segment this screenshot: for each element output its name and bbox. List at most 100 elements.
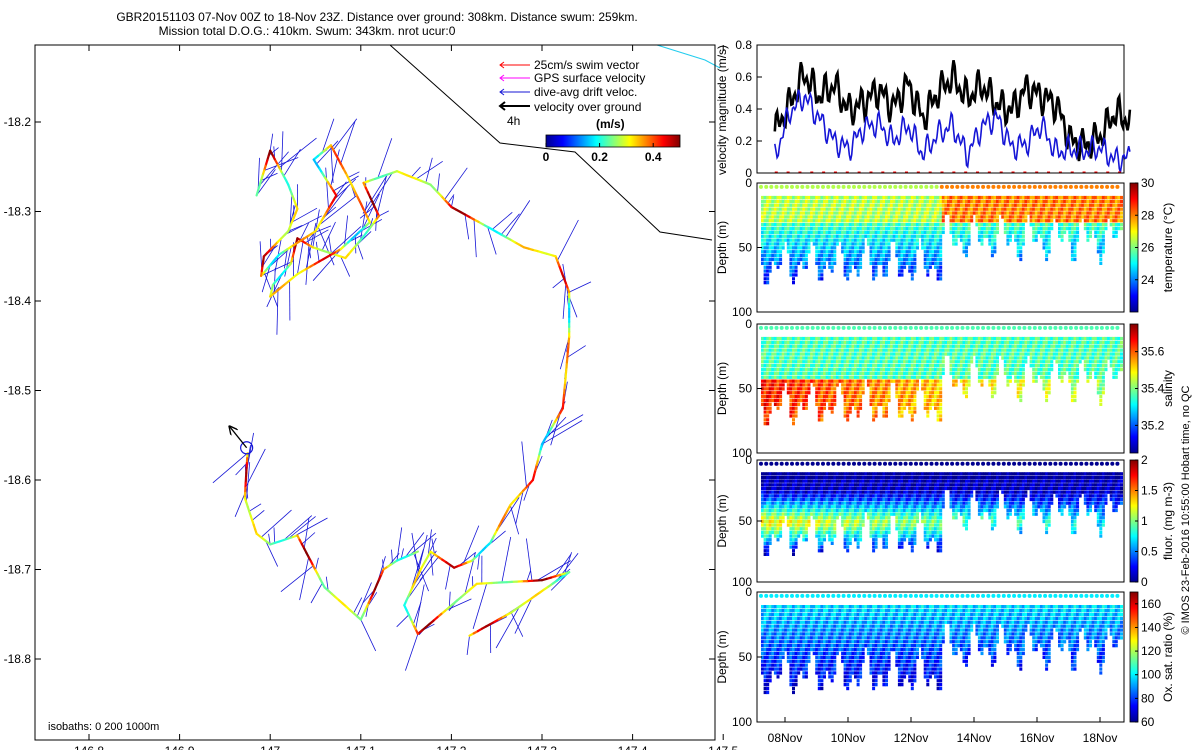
section-cell: [934, 360, 937, 364]
surface-marker: [831, 184, 836, 189]
section-cell: [931, 375, 935, 379]
section-cell: [874, 340, 878, 345]
section-cell: [776, 383, 780, 387]
section-cell: [1114, 215, 1118, 219]
section-cell: [766, 265, 770, 269]
section-cell: [766, 379, 770, 383]
section-cell: [965, 352, 968, 356]
section-cell: [1091, 367, 1095, 372]
section-cell: [1099, 246, 1103, 250]
section-cell: [993, 226, 997, 231]
section-cell: [1001, 340, 1005, 345]
section-cell: [908, 406, 912, 410]
section-cell: [763, 379, 767, 383]
section-cell: [1076, 207, 1080, 211]
section-cell: [1120, 340, 1123, 345]
section-cell: [1083, 340, 1087, 345]
section-cell: [890, 195, 894, 200]
drift-vector: [412, 601, 422, 625]
section-cell: [846, 215, 850, 219]
section-cell: [908, 223, 912, 227]
section-cell: [879, 226, 883, 231]
section-cell: [817, 336, 821, 341]
section-cell: [874, 257, 878, 262]
section-cell: [903, 340, 907, 345]
section-cell: [1058, 203, 1061, 207]
section-cell: [802, 257, 806, 262]
section-cell: [773, 253, 777, 258]
section-cell: [967, 199, 971, 204]
section-cell: [939, 257, 943, 262]
section-cell: [859, 364, 863, 368]
section-cell: [1021, 344, 1025, 348]
section-cell: [988, 375, 992, 379]
section-cell: [957, 207, 961, 211]
section-cell: [866, 242, 870, 246]
section-cell: [1078, 199, 1082, 204]
section-cell: [1083, 336, 1087, 341]
section-cell: [887, 199, 891, 204]
section-cell: [1063, 364, 1067, 368]
section-cell: [802, 402, 806, 406]
section-cell: [843, 371, 847, 375]
section-cell: [1055, 199, 1059, 204]
section-cell: [1037, 211, 1041, 215]
section-cell: [856, 195, 860, 200]
section-cell: [866, 356, 870, 360]
section-cell: [854, 406, 857, 410]
section-cell: [861, 246, 865, 250]
section-cell: [988, 203, 992, 207]
section-cell: [820, 246, 824, 250]
section-cell: [802, 394, 806, 399]
section-cell: [887, 336, 891, 341]
section-cell: [990, 375, 994, 379]
section-cell: [1070, 356, 1074, 360]
section-cell: [877, 402, 881, 406]
section-cell: [828, 367, 832, 372]
section-cell: [773, 383, 777, 387]
section-cell: [835, 234, 839, 238]
section-cell: [856, 360, 860, 364]
section-cell: [923, 207, 927, 211]
section-cell: [936, 242, 940, 246]
section-cell: [1070, 364, 1074, 368]
section-cell: [934, 375, 937, 379]
section-cell: [936, 257, 940, 262]
section-cell: [874, 269, 878, 273]
surface-marker: [1027, 184, 1032, 189]
section-cell: [856, 348, 860, 352]
section-cell: [833, 242, 837, 246]
section-cell: [820, 398, 824, 403]
section-cell: [856, 199, 860, 204]
section-cell: [872, 238, 876, 242]
section-cell: [807, 207, 811, 211]
section-cell: [936, 207, 940, 211]
section-cell: [957, 336, 961, 341]
section-cell: [789, 364, 793, 368]
section-cell: [977, 364, 981, 368]
section-cell: [916, 387, 919, 391]
section-cell: [952, 348, 956, 352]
section-cell: [1055, 340, 1059, 345]
section-cell: [851, 253, 855, 258]
section-cell: [807, 387, 811, 391]
drift-vector: [212, 452, 248, 484]
section-cell: [872, 226, 876, 231]
surface-marker: [1084, 184, 1089, 189]
section-cell: [1037, 336, 1041, 341]
section-cell: [905, 360, 909, 364]
section-cell: [1083, 195, 1087, 200]
section-cell: [1070, 207, 1074, 211]
section-cell: [1101, 387, 1105, 391]
section-cell: [1006, 371, 1010, 375]
section-cell: [1039, 356, 1043, 360]
section-cell: [962, 215, 966, 219]
section-cell: [848, 360, 852, 364]
surface-marker: [1115, 325, 1120, 330]
section-cell: [797, 402, 801, 406]
section-cell: [1019, 242, 1023, 246]
section-cell: [957, 219, 961, 223]
section-cell: [1045, 199, 1049, 204]
section-cell: [792, 226, 795, 231]
section-cell: [820, 253, 824, 258]
